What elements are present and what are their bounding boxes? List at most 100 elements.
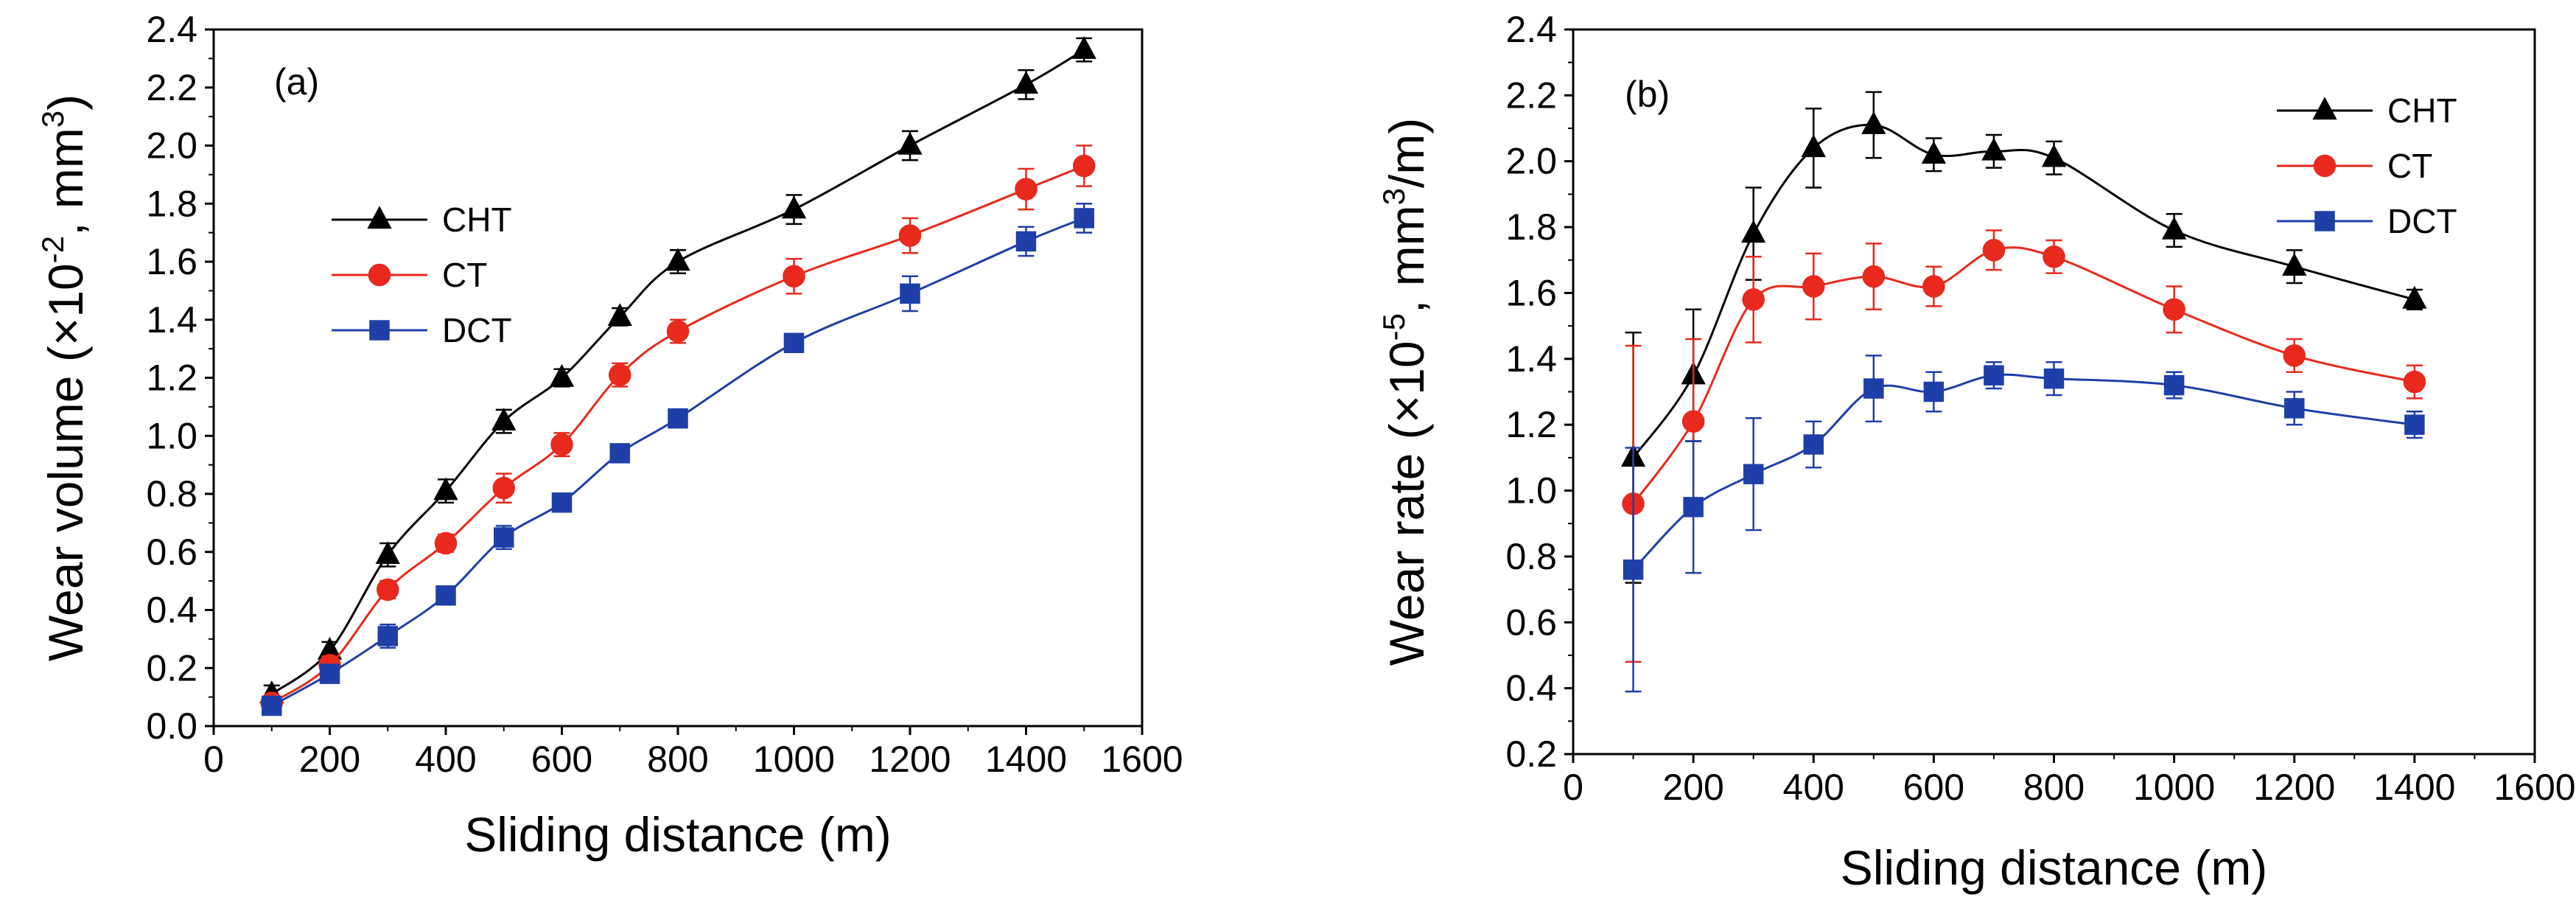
data-point: [1984, 365, 2004, 386]
data-point: [434, 531, 458, 555]
data-point: [1742, 288, 1765, 311]
x-tick-label: 1200: [2253, 767, 2335, 808]
y-axis-title-part: , mm: [38, 128, 93, 236]
data-point: [491, 407, 517, 430]
data-point: [1923, 381, 1945, 402]
data-point: [609, 443, 630, 464]
x-axis-title: Sliding distance (m): [464, 807, 892, 862]
x-tick-label: 1400: [2373, 767, 2455, 808]
x-tick-label: 400: [415, 739, 476, 780]
y-axis-title-part: -5: [1376, 313, 1411, 341]
data-point: [2043, 245, 2065, 268]
y-tick-label: 1.0: [146, 415, 197, 456]
x-tick-label: 0: [203, 739, 224, 780]
legend-label: DCT: [2387, 202, 2457, 240]
y-tick-label: 1.6: [1505, 272, 1557, 313]
y-tick-label: 1.4: [146, 299, 197, 341]
data-point: [668, 408, 688, 429]
panel-label: (b): [1625, 74, 1670, 115]
data-point: [1015, 178, 1037, 201]
data-point: [1623, 559, 1644, 580]
y-axis-title-part: -2: [35, 236, 70, 263]
series-line: [270, 164, 1085, 704]
x-tick-label: 1600: [1101, 739, 1183, 780]
data-point: [1863, 378, 1884, 399]
data-point: [549, 363, 575, 387]
chart-panel-b: 0 200 400 600 800 1000 1200 1400 1600 0.2 0.4 0.6 0.…: [1376, 9, 2576, 895]
data-point: [1981, 137, 2006, 161]
data-point: [609, 363, 631, 386]
data-point: [783, 265, 805, 287]
data-point: [492, 476, 515, 500]
data-point: [1921, 141, 1947, 164]
y-tick-label: 1.2: [146, 358, 197, 399]
legend-label: DCT: [442, 311, 512, 349]
y-tick-label: 0.0: [146, 705, 197, 747]
y-tick-label: 1.8: [146, 183, 197, 224]
x-tick-label: 1200: [869, 739, 951, 780]
data-point: [897, 131, 923, 155]
data-point: [2283, 344, 2306, 367]
y-tick-label: 1.6: [146, 241, 197, 282]
data-point: [1015, 231, 1037, 252]
chart-panel-a: 0 200 400 600 800 1000 1200 1400 1600 0.0 0.2 0.4 0.…: [35, 9, 1183, 862]
y-tick-label: 0.2: [146, 647, 197, 688]
data-point: [1013, 71, 1039, 94]
x-tick-label: 800: [647, 739, 708, 780]
legend: CHT CT DCT: [2277, 91, 2457, 240]
series-ct: [260, 144, 1096, 714]
y-tick-label: 0.6: [146, 531, 197, 573]
data-point: [433, 477, 458, 501]
data-point: [665, 248, 690, 271]
y-tick-label: 2.4: [1505, 9, 1557, 50]
data-point: [1681, 410, 1705, 433]
x-tick-label: 400: [1783, 767, 1844, 808]
data-point: [783, 332, 805, 353]
data-point: [2161, 216, 2187, 240]
data-point: [377, 626, 398, 646]
series-cht: [259, 35, 1096, 704]
x-tick-label: 200: [299, 739, 360, 780]
y-axis-title-part: , mm: [1379, 205, 1434, 313]
y-axis-title: Wear volume (×10-2, mm3): [35, 94, 93, 661]
data-point: [2404, 414, 2425, 435]
panel-label: (a): [274, 61, 319, 102]
data-point: [377, 578, 399, 602]
legend: CHT CT DCT: [332, 201, 512, 349]
data-point: [375, 541, 400, 564]
data-point: [1922, 275, 1945, 298]
data-point: [2163, 374, 2185, 396]
y-axis-title-part: Wear volume (×10: [38, 263, 93, 661]
y-tick-label: 0.8: [146, 473, 197, 515]
data-point: [2043, 368, 2065, 389]
data-point: [262, 695, 282, 716]
legend-label: CT: [2387, 147, 2432, 185]
data-point: [1803, 434, 1824, 455]
data-point: [1862, 265, 1886, 288]
x-tick-label: 0: [1563, 767, 1583, 808]
data-point: [1071, 35, 1096, 59]
data-point: [2041, 144, 2067, 167]
y-axis-title-part: 3: [35, 111, 70, 128]
plot-frame: [212, 28, 1144, 728]
y-tick-label: 0.8: [1505, 536, 1557, 577]
data-point: [1861, 111, 1886, 134]
data-point: [551, 492, 573, 513]
data-point: [2403, 370, 2426, 394]
data-point: [319, 663, 340, 684]
y-axis-title-part: 3: [1376, 188, 1411, 205]
x-tick-label: 200: [1662, 767, 1723, 808]
y-tick-label: 2.0: [1505, 141, 1557, 182]
data-point: [1982, 239, 2006, 262]
series-dct: [1623, 355, 2425, 693]
y-tick-label: 0.4: [1505, 668, 1557, 709]
x-tick-label: 600: [531, 739, 592, 780]
data-point: [2402, 285, 2427, 309]
x-tick-label: 1600: [2493, 767, 2575, 808]
x-tick-label: 1000: [2133, 767, 2215, 808]
data-point: [1074, 208, 1094, 229]
y-axis-title-part: Wear rate (×10: [1379, 341, 1434, 666]
data-point: [494, 527, 514, 548]
legend-marker: [2314, 211, 2335, 231]
